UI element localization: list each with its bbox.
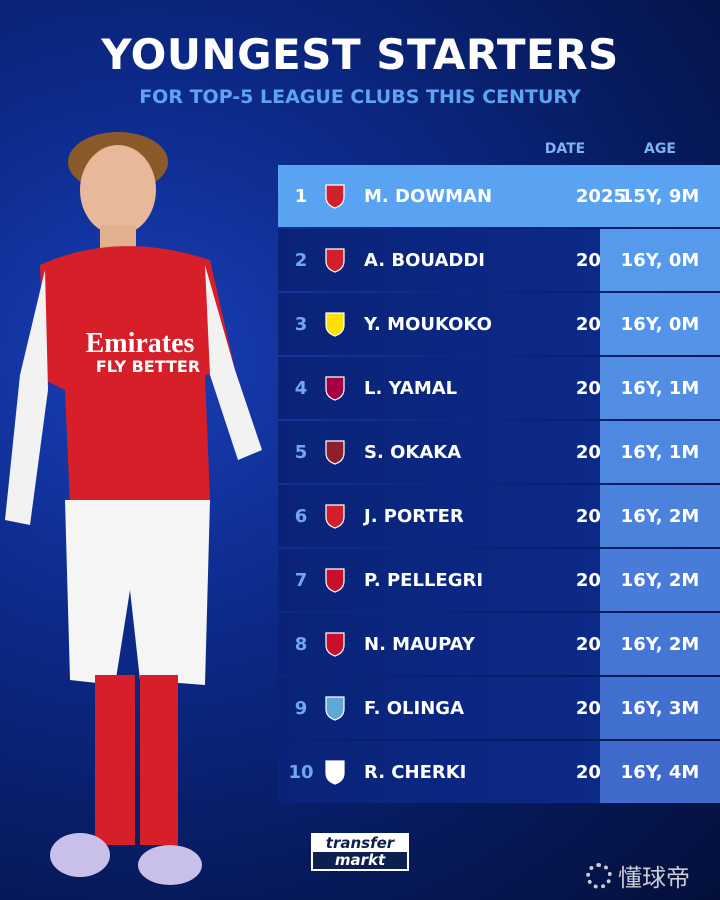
player-name: F. OLINGA (364, 697, 464, 719)
table-row: 6 J. PORTER 2024 16Y, 2M (278, 485, 720, 547)
club-crest-icon (322, 758, 348, 786)
player-age: 16Y, 2M (600, 549, 720, 611)
club-crest-icon (322, 310, 348, 338)
rank: 10 (288, 761, 314, 783)
table-row: 3 Y. MOUKOKO 2020 16Y, 0M (278, 293, 720, 355)
page-subtitle: FOR TOP-5 LEAGUE CLUBS THIS CENTURY (139, 86, 581, 108)
table-row: 2 A. BOUADDI 2023 16Y, 0M (278, 229, 720, 291)
rank: 3 (294, 313, 308, 335)
rank: 5 (294, 441, 308, 463)
column-header-date: DATE (544, 141, 586, 157)
player-age: 16Y, 0M (600, 229, 720, 291)
player-age: 16Y, 2M (600, 613, 720, 675)
player-name: P. PELLEGRI (364, 569, 484, 591)
column-header-age: AGE (644, 141, 676, 157)
watermark: 懂球帝 (586, 858, 690, 893)
debut-date: 2025 (575, 185, 626, 207)
player-age: 16Y, 3M (600, 677, 720, 739)
player-name: N. MAUPAY (364, 633, 475, 655)
rank: 4 (294, 377, 308, 399)
rank: 6 (294, 505, 308, 527)
rank: 1 (294, 185, 308, 207)
player-name: S. OKAKA (364, 441, 462, 463)
shirt-sponsor: Emirates (86, 328, 195, 359)
transfermarkt-logo: transfer markt (311, 833, 409, 871)
player-name: R. CHERKI (364, 761, 467, 783)
svg-text:FLY BETTER: FLY BETTER (96, 357, 200, 376)
player-age: 16Y, 1M (600, 357, 720, 419)
player-age: 16Y, 4M (600, 741, 720, 803)
player-age: 15Y, 9M (620, 185, 700, 207)
player-age: 16Y, 0M (600, 293, 720, 355)
club-crest-icon (322, 438, 348, 466)
page-title: YOUNGEST STARTERS (101, 30, 619, 79)
rank: 2 (294, 249, 308, 271)
player-photo: Emirates FLY BETTER (5, 132, 262, 885)
rankings-table: 1 M. DOWMAN 2025 15Y, 9M2 A. BOUADDI 202… (278, 165, 720, 805)
club-crest-icon (322, 566, 348, 594)
player-name: M. DOWMAN (364, 185, 493, 207)
player-name: J. PORTER (364, 505, 464, 527)
player-name: L. YAMAL (364, 377, 458, 399)
club-crest-icon (322, 182, 348, 210)
table-row: 10 R. CHERKI 2019 16Y, 4M (278, 741, 720, 803)
table-row: 9 F. OLINGA 2012 16Y, 3M (278, 677, 720, 739)
club-crest-icon (322, 246, 348, 274)
table-row: 4 L. YAMAL 2023 16Y, 1M (278, 357, 720, 419)
table-row: 7 P. PELLEGRI 2017 16Y, 2M (278, 549, 720, 611)
rank: 9 (294, 697, 308, 719)
player-age: 16Y, 2M (600, 485, 720, 547)
club-crest-icon (322, 374, 348, 402)
table-row: 5 S. OKAKA 2005 16Y, 1M (278, 421, 720, 483)
club-crest-icon (322, 694, 348, 722)
table-row: 8 N. MAUPAY 2012 16Y, 2M (278, 613, 720, 675)
player-age: 16Y, 1M (600, 421, 720, 483)
rank: 8 (294, 633, 308, 655)
club-crest-icon (322, 502, 348, 530)
rank: 7 (294, 569, 308, 591)
player-name: A. BOUADDI (364, 249, 485, 271)
table-row: 1 M. DOWMAN 2025 15Y, 9M (278, 165, 720, 227)
club-crest-icon (322, 630, 348, 658)
player-name: Y. MOUKOKO (364, 313, 492, 335)
football-icon (586, 862, 612, 889)
